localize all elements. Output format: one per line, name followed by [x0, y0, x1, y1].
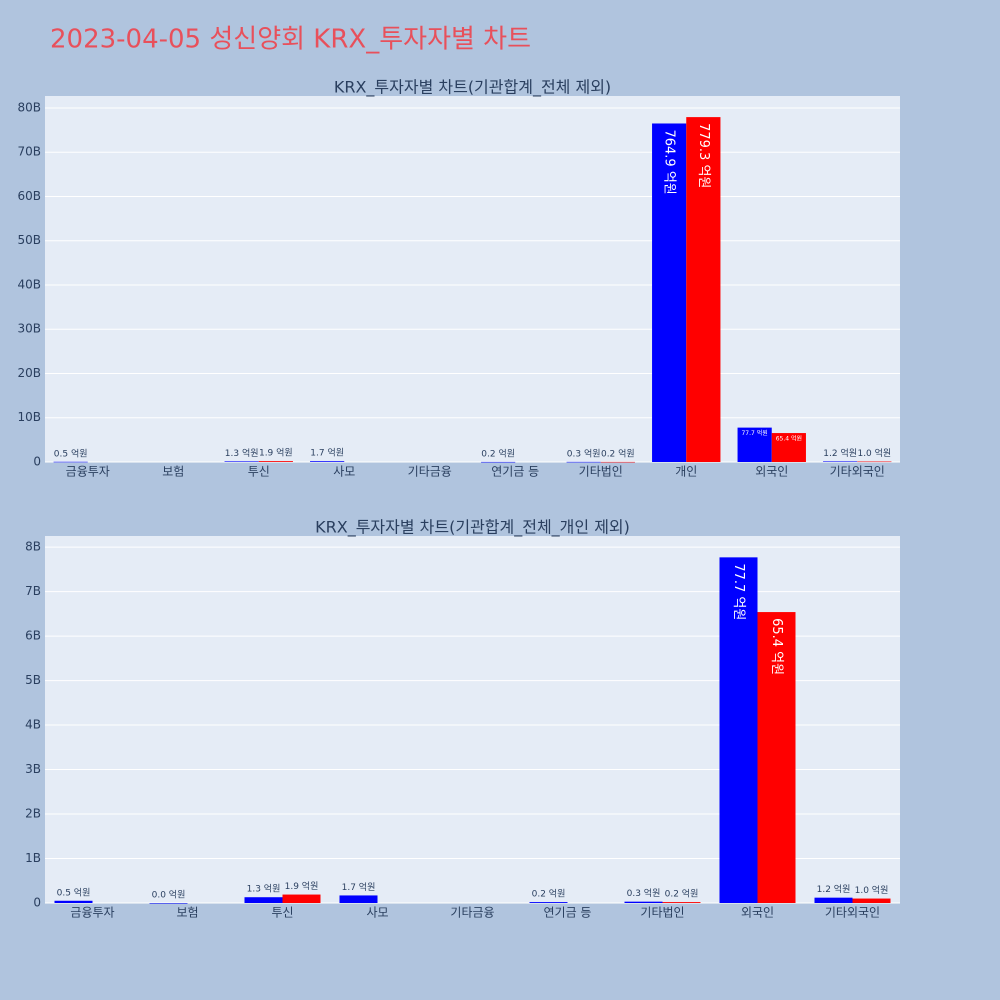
bar [771, 433, 806, 462]
x-tick-label: 기타외국인 [830, 465, 885, 479]
x-tick-label: 외국인 [755, 465, 788, 479]
value-label: 779.3 억원 [696, 123, 711, 188]
plot-area [45, 96, 900, 462]
value-label: 1.3 억원 [247, 883, 281, 895]
value-label: 0.5 억원 [57, 886, 91, 898]
value-label: 0.0 억원 [152, 889, 186, 901]
y-tick-label: 6B [25, 629, 41, 643]
page-title: 2023-04-05 성신양회 KRX_투자자별 차트 [50, 25, 531, 55]
value-label: 1.0 억원 [857, 447, 891, 459]
y-tick-label: 4B [25, 718, 41, 732]
y-tick-label: 1B [25, 851, 41, 865]
bar [258, 461, 293, 462]
x-tick-label: 기타법인 [579, 465, 623, 479]
value-label: 1.0 억원 [855, 884, 889, 896]
bar [686, 117, 721, 462]
y-tick-label: 5B [25, 673, 41, 687]
bar [566, 461, 601, 463]
bar [757, 612, 796, 903]
value-label: 1.7 억원 [342, 881, 376, 893]
value-label: 1.9 억원 [285, 880, 319, 892]
value-label: 0.3 억원 [627, 887, 661, 899]
x-tick-label: 금융투자 [70, 906, 114, 920]
bar [600, 461, 635, 463]
y-tick-label: 20B [17, 366, 41, 380]
y-tick-label: 60B [17, 189, 41, 203]
x-tick-label: 연기금 등 [544, 906, 592, 920]
value-label: 0.2 억원 [532, 888, 566, 900]
x-tick-label: 기타금융 [408, 465, 452, 479]
y-tick-label: 50B [17, 233, 41, 247]
bar [857, 461, 892, 463]
x-tick-label: 투신 [271, 906, 293, 920]
bar [53, 461, 88, 463]
bar [224, 461, 259, 462]
y-tick-label: 7B [25, 584, 41, 598]
y-tick-label: 2B [25, 807, 41, 821]
value-label: 65.4 억원 [769, 618, 784, 675]
bar [54, 900, 93, 903]
x-tick-label: 연기금 등 [491, 465, 539, 479]
bar [244, 897, 283, 903]
y-tick-label: 8B [25, 540, 41, 554]
value-label: 0.5 억원 [54, 447, 88, 459]
value-label: 764.9 억원 [662, 129, 677, 194]
value-label: 77.7 억원 [731, 563, 746, 620]
value-label: 65.4 억원 [776, 435, 802, 443]
chart-title: KRX_투자자별 차트(기관합계_전체_개인 제외) [315, 518, 630, 538]
value-label: 1.9 억원 [259, 447, 293, 459]
x-tick-label: 투신 [248, 465, 270, 479]
value-label: 1.2 억원 [817, 883, 851, 895]
x-tick-label: 금융투자 [66, 465, 110, 479]
bar [481, 461, 516, 463]
value-label: 1.2 억원 [823, 447, 857, 459]
bar [662, 902, 701, 903]
bar [737, 427, 772, 462]
value-label: 0.2 억원 [601, 447, 635, 459]
value-label: 1.7 억원 [310, 447, 344, 459]
x-tick-label: 사모 [333, 465, 355, 479]
value-label: 77.7 억원 [741, 429, 767, 437]
x-tick-label: 외국인 [741, 906, 774, 920]
y-tick-label: 10B [17, 410, 41, 424]
value-label: 0.2 억원 [665, 888, 699, 900]
x-tick-label: 기타법인 [640, 906, 684, 920]
x-tick-label: 보험 [162, 465, 184, 479]
bar [719, 557, 758, 903]
x-tick-label: 기타외국인 [825, 906, 880, 920]
x-tick-label: 개인 [675, 465, 697, 479]
value-label: 0.2 억원 [481, 447, 515, 459]
x-tick-label: 보험 [176, 906, 198, 920]
y-tick-label: 0 [33, 896, 41, 910]
value-label: 0.3 억원 [567, 447, 601, 459]
bar [339, 895, 378, 903]
bar [529, 902, 568, 903]
bar [814, 897, 853, 903]
y-tick-label: 0 [33, 455, 41, 469]
y-tick-label: 40B [17, 277, 41, 291]
bar [823, 461, 858, 462]
bar [852, 898, 891, 903]
bar [282, 894, 321, 903]
x-tick-label: 사모 [366, 906, 388, 920]
y-tick-label: 3B [25, 762, 41, 776]
bar [624, 901, 663, 903]
x-tick-label: 기타금융 [450, 906, 494, 920]
bar [310, 461, 345, 462]
bar [652, 123, 687, 463]
y-tick-label: 30B [17, 322, 41, 336]
value-label: 1.3 억원 [225, 447, 259, 459]
bar [149, 903, 188, 904]
y-tick-label: 80B [17, 100, 41, 114]
y-tick-label: 70B [17, 145, 41, 159]
chart-title: KRX_투자자별 차트(기관합계_전체 제외) [334, 78, 611, 98]
